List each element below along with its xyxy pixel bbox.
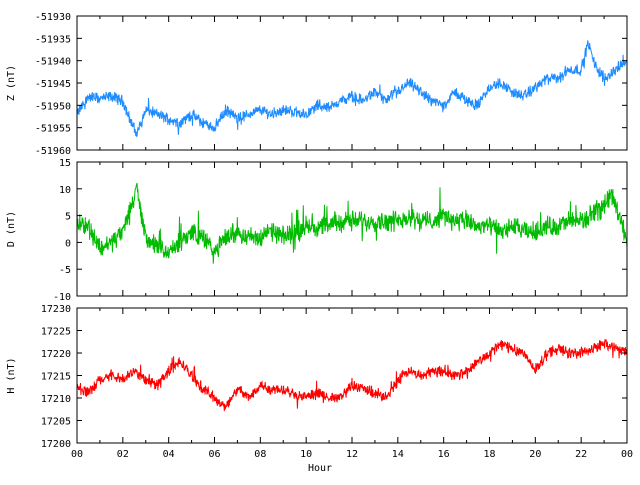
x-tick-label: 06	[208, 449, 220, 460]
y-tick-label-z: -51955	[35, 124, 71, 135]
x-tick-label: 16	[438, 449, 450, 460]
y-tick-label-h: 17200	[41, 439, 71, 450]
y-tick-label-h: 17225	[41, 327, 71, 338]
x-tick-label: 12	[346, 449, 358, 460]
y-tick-label-d: -5	[59, 265, 71, 276]
series-line-z	[76, 40, 628, 138]
x-tick-label: 08	[254, 449, 266, 460]
x-tick-label: 02	[117, 449, 129, 460]
y-tick-label-d: 15	[59, 158, 71, 169]
y-axis-label-d: D (nT)	[6, 211, 17, 247]
y-tick-label-d: 5	[65, 212, 71, 223]
x-tick-label: 14	[392, 449, 404, 460]
x-tick-label: 20	[529, 449, 541, 460]
y-axis-label-h: H (nT)	[6, 357, 17, 393]
x-tick-label: 10	[300, 449, 312, 460]
y-tick-label-z: -51960	[35, 146, 71, 157]
panel-z: -51960 -51955 -51950 -51945 -51940 -51935 -519…	[6, 12, 628, 157]
x-tick-label: 00	[71, 449, 83, 460]
panel-d: -10 -5 0 5 10 15 D (nT)	[6, 158, 628, 303]
x-tick-label: 22	[575, 449, 587, 460]
y-tick-label-z: -51930	[35, 12, 71, 23]
x-axis-label: Hour	[308, 463, 332, 474]
x-tick-label: 00	[621, 449, 633, 460]
x-tick-label: 04	[163, 449, 175, 460]
y-tick-label-h: 17230	[41, 304, 71, 315]
y-axis-label-z: Z (nT)	[6, 65, 17, 101]
series-line-d	[76, 182, 628, 264]
plot-frame-h	[76, 307, 628, 444]
y-tick-label-z: -51935	[35, 34, 71, 45]
y-tick-label-z: -51940	[35, 57, 71, 68]
panel-h: 17200 17205 17210 17215 17220 17225 17230 H (nT…	[6, 304, 628, 450]
y-tick-label-h: 17215	[41, 372, 71, 383]
y-tick-label-h: 17210	[41, 394, 71, 405]
y-tick-label-d: 10	[59, 185, 71, 196]
y-tick-label-h: 17205	[41, 417, 71, 428]
series-line-h	[76, 339, 628, 412]
x-tick-label: 18	[483, 449, 495, 460]
y-tick-label-z: -51945	[35, 79, 71, 90]
y-tick-label-d: -10	[53, 292, 71, 303]
y-tick-label-z: -51950	[35, 101, 71, 112]
y-tick-label-d: 0	[65, 238, 71, 249]
y-tick-label-h: 17220	[41, 349, 71, 360]
